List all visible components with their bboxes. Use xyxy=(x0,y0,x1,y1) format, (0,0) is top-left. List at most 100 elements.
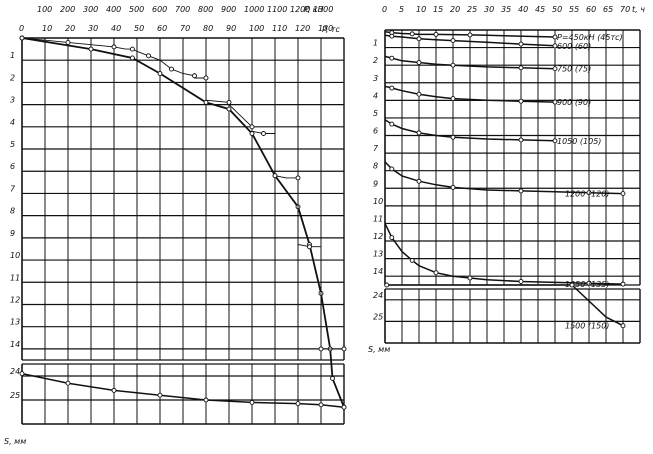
series-line-jump xyxy=(571,284,607,318)
data-point xyxy=(295,401,301,407)
data-point xyxy=(226,99,232,105)
series-line xyxy=(384,31,556,38)
data-point xyxy=(518,98,524,104)
top-tick-label: 1200 xyxy=(290,5,310,14)
y-tick-label: 25 xyxy=(10,391,20,400)
data-point xyxy=(409,257,415,263)
loading-curve xyxy=(21,37,332,350)
series-line xyxy=(384,55,556,70)
top-tick-label: 200 xyxy=(60,5,75,14)
y-tick-label: 7 xyxy=(373,144,379,153)
data-point xyxy=(389,166,395,172)
data-point xyxy=(450,134,456,140)
data-point xyxy=(433,31,439,37)
data-point xyxy=(552,43,558,49)
data-point xyxy=(65,380,71,386)
top-tick-label: 800 xyxy=(198,5,213,14)
y-tick-label: 11 xyxy=(373,214,383,223)
data-point xyxy=(146,53,151,59)
data-point xyxy=(416,130,422,136)
x-tick-label: 40 xyxy=(111,24,121,33)
data-point xyxy=(620,191,626,197)
data-point xyxy=(295,175,301,181)
data-point xyxy=(552,138,558,144)
y-tick-label: 7 xyxy=(10,184,16,193)
data-point xyxy=(341,346,347,352)
data-point xyxy=(157,392,163,398)
data-point xyxy=(518,41,524,47)
x-tick-label: 20 xyxy=(450,5,460,14)
data-point xyxy=(384,282,390,288)
y-tick-label: 2 xyxy=(10,73,15,82)
y-axis-label: S, мм xyxy=(4,437,26,446)
data-point xyxy=(450,62,456,68)
loading-curve-jump xyxy=(329,348,334,379)
y-tick-label: 14 xyxy=(10,340,20,349)
y-tick-label: 4 xyxy=(10,118,15,127)
x-tick-label: 30 xyxy=(484,5,494,14)
series-label: 1200 (120) xyxy=(565,190,609,199)
load-step-line xyxy=(21,37,344,350)
x-tick-label: 60 xyxy=(586,5,596,14)
series-label: 750 (75) xyxy=(557,65,591,74)
x-tick-label: 45 xyxy=(535,5,545,14)
top-tick-label: 1000 xyxy=(244,5,264,14)
data-point xyxy=(169,66,174,72)
y-tick-label: 13 xyxy=(10,318,20,327)
data-point xyxy=(389,33,395,39)
x-tick-label: 70 xyxy=(620,5,630,14)
top-tick-label: 500 xyxy=(129,5,144,14)
data-point xyxy=(19,35,25,41)
data-point xyxy=(19,371,25,377)
y-tick-label: 5 xyxy=(373,109,378,118)
data-point xyxy=(389,121,395,127)
y-tick-label: 24 xyxy=(373,291,383,300)
data-point xyxy=(307,244,312,250)
x-tick-label: 65 xyxy=(603,5,613,14)
data-point xyxy=(620,281,626,287)
y-tick-label: 8 xyxy=(10,207,15,216)
data-point xyxy=(249,399,255,405)
top-tick-label: 400 xyxy=(106,5,121,14)
data-point xyxy=(416,36,422,42)
series-label: P=450кН (45тс) xyxy=(557,33,623,42)
y-tick-label: 4 xyxy=(373,91,378,100)
data-point xyxy=(157,71,163,76)
top-tick-label: 900 xyxy=(221,5,236,14)
data-point xyxy=(111,387,117,393)
data-point xyxy=(192,73,197,79)
y-tick-label: 3 xyxy=(373,74,378,83)
data-point xyxy=(272,173,278,179)
y-tick-label: 24 xyxy=(10,367,20,376)
data-point xyxy=(552,34,558,40)
x-axis-label: P, тс xyxy=(322,25,340,34)
y-tick-label: 1 xyxy=(10,51,15,60)
y-tick-label: 10 xyxy=(10,251,20,260)
data-point xyxy=(409,31,415,37)
x-tick-label: 0 xyxy=(19,24,24,33)
data-point xyxy=(467,275,473,281)
x-tick-label: 110 xyxy=(272,24,287,33)
y-tick-label: 8 xyxy=(373,162,378,171)
series-label: 600 (60) xyxy=(557,42,591,51)
data-point xyxy=(389,85,395,91)
data-point xyxy=(416,91,422,97)
x-tick-label: 60 xyxy=(157,24,167,33)
data-point xyxy=(203,75,209,81)
y-tick-label: 6 xyxy=(373,127,378,136)
top-tick-label: 1300 xyxy=(313,5,333,14)
x-tick-label: 120 xyxy=(295,24,310,33)
x-tick-label: 10 xyxy=(416,5,426,14)
data-point xyxy=(318,402,324,408)
x-tick-label: 0 xyxy=(382,5,387,14)
data-point xyxy=(552,99,558,105)
x-tick-label: 15 xyxy=(433,5,443,14)
y-tick-label: 11 xyxy=(10,273,20,282)
y-axis-label: S, мм xyxy=(368,345,390,354)
y-tick-label: 12 xyxy=(373,232,383,241)
data-point xyxy=(65,39,71,45)
x-tick-label: 35 xyxy=(501,5,511,14)
data-point xyxy=(111,44,117,50)
load-settlement-chart: 0 10 20 30 40 50 60 70 80 90 100 110 120 130123456789… xyxy=(4,5,347,446)
x-tick-label: 5 xyxy=(399,5,404,14)
